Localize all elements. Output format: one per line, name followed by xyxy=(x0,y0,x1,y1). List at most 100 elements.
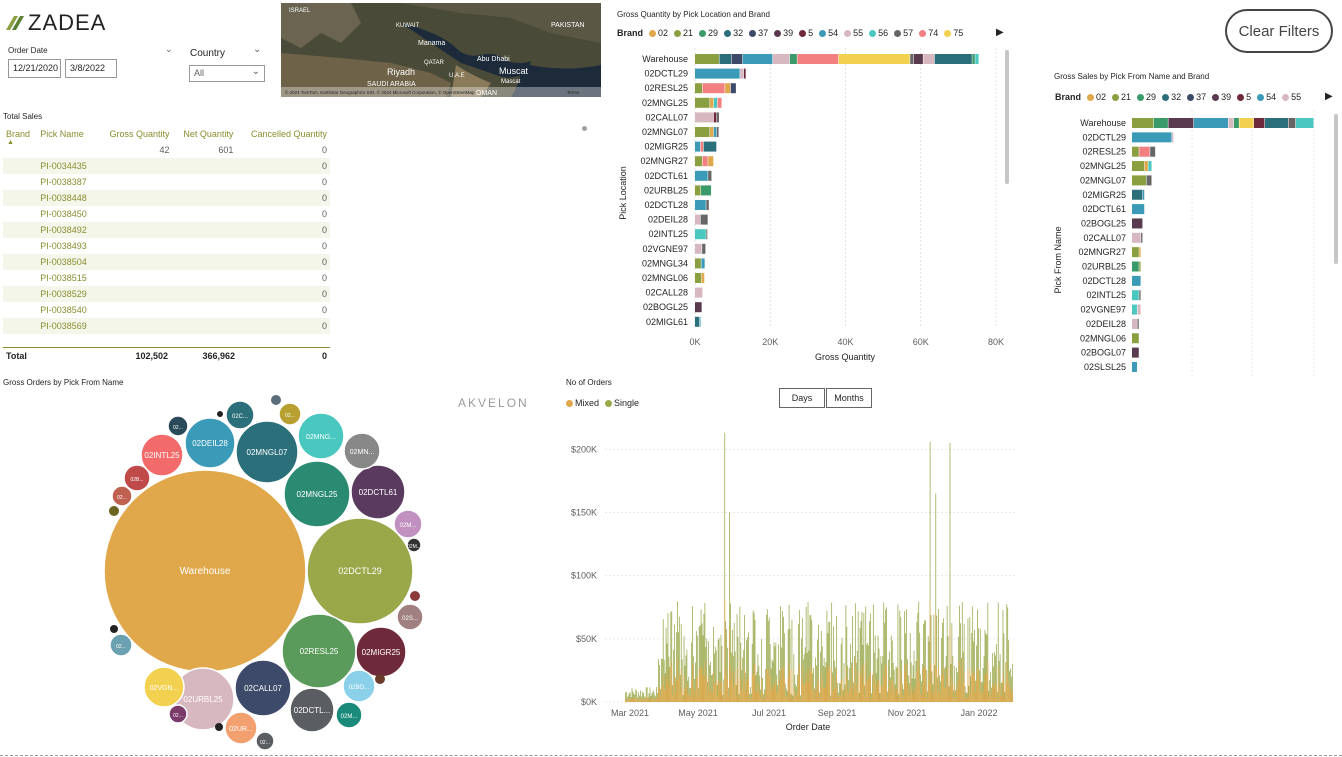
single-bar[interactable] xyxy=(851,662,852,702)
single-bar[interactable] xyxy=(1001,682,1003,702)
single-bar[interactable] xyxy=(879,692,881,702)
single-bar[interactable] xyxy=(951,623,953,702)
single-bar[interactable] xyxy=(937,677,939,702)
mixed-bar[interactable] xyxy=(830,699,832,702)
single-bar[interactable] xyxy=(665,627,667,702)
mixed-bar[interactable] xyxy=(977,667,978,702)
single-bar[interactable] xyxy=(674,624,675,702)
single-bar[interactable] xyxy=(815,657,816,702)
mixed-bar[interactable] xyxy=(891,678,893,702)
mixed-bar[interactable] xyxy=(742,688,744,702)
mixed-bar[interactable] xyxy=(855,690,857,702)
mixed-bar[interactable] xyxy=(894,695,896,702)
single-bar[interactable] xyxy=(670,611,672,702)
mixed-bar[interactable] xyxy=(985,675,987,702)
mixed-bar[interactable] xyxy=(872,671,874,702)
mixed-bar[interactable] xyxy=(695,690,696,702)
single-bar[interactable] xyxy=(860,620,862,702)
mixed-bar[interactable] xyxy=(740,680,742,702)
mixed-bar[interactable] xyxy=(930,665,932,702)
mixed-bar[interactable] xyxy=(756,691,758,702)
mixed-bar[interactable] xyxy=(646,696,648,702)
single-bar[interactable] xyxy=(721,646,723,702)
single-bar[interactable] xyxy=(986,634,988,702)
mixed-bar[interactable] xyxy=(992,683,993,702)
mixed-bar[interactable] xyxy=(799,664,800,702)
single-bar[interactable] xyxy=(656,686,657,702)
single-bar[interactable] xyxy=(708,641,710,702)
bar-segment[interactable] xyxy=(1132,247,1139,258)
single-bar[interactable] xyxy=(797,674,798,702)
mixed-bar[interactable] xyxy=(702,675,704,702)
bar-segment[interactable] xyxy=(1132,333,1139,344)
table-row[interactable]: PI-0038493 0 xyxy=(3,238,330,254)
mixed-bar[interactable] xyxy=(918,657,920,702)
bar-segment[interactable] xyxy=(695,141,701,152)
single-bar[interactable] xyxy=(803,654,805,702)
single-bar[interactable] xyxy=(839,683,841,702)
mixed-bar[interactable] xyxy=(874,679,876,702)
mixed-bar[interactable] xyxy=(631,697,633,702)
mixed-bar[interactable] xyxy=(760,697,762,702)
single-bar[interactable] xyxy=(727,647,728,702)
mixed-bar[interactable] xyxy=(968,696,970,702)
single-bar[interactable] xyxy=(995,655,996,702)
single-bar[interactable] xyxy=(992,653,993,702)
mixed-bar[interactable] xyxy=(876,684,878,702)
mixed-bar[interactable] xyxy=(675,693,676,702)
single-bar[interactable] xyxy=(977,628,979,702)
bar-segment[interactable] xyxy=(716,112,719,123)
mixed-bar[interactable] xyxy=(970,692,972,702)
single-bar[interactable] xyxy=(889,677,891,702)
mixed-bar[interactable] xyxy=(704,662,706,702)
mixed-bar[interactable] xyxy=(1006,661,1008,702)
table-row[interactable]: PI-0038492 0 xyxy=(3,222,330,238)
mixed-bar[interactable] xyxy=(1010,687,1011,702)
single-bar[interactable] xyxy=(1005,662,1007,702)
mixed-bar[interactable] xyxy=(765,690,766,702)
mixed-bar[interactable] xyxy=(910,688,912,702)
single-bar[interactable] xyxy=(761,639,763,702)
mixed-bar[interactable] xyxy=(810,665,812,702)
mixed-bar[interactable] xyxy=(961,657,963,702)
single-bar[interactable] xyxy=(926,691,928,702)
mixed-bar[interactable] xyxy=(734,682,736,702)
mixed-bar[interactable] xyxy=(671,666,673,702)
single-bar[interactable] xyxy=(689,688,691,702)
single-bar[interactable] xyxy=(642,691,643,702)
mixed-bar[interactable] xyxy=(842,698,844,702)
bar-segment[interactable] xyxy=(913,54,923,64)
mixed-bar[interactable] xyxy=(940,695,941,702)
single-bar[interactable] xyxy=(959,605,960,702)
mixed-bar[interactable] xyxy=(920,692,922,702)
single-bar[interactable] xyxy=(806,652,808,702)
mixed-bar[interactable] xyxy=(950,687,952,702)
bar-segment[interactable] xyxy=(710,97,714,108)
single-bar[interactable] xyxy=(919,632,921,702)
single-bar[interactable] xyxy=(932,684,934,702)
single-bar[interactable] xyxy=(705,647,707,702)
gross-sales-legend-next-arrow-icon[interactable]: ▶ xyxy=(1325,91,1333,102)
single-bar[interactable] xyxy=(700,609,702,702)
bar-segment[interactable] xyxy=(1132,132,1172,143)
gross-orders-bubble-chart[interactable]: Warehouse 02DCTL29 02RESL25 02MIGR25 02DCTL.… xyxy=(0,388,450,753)
mixed-bar[interactable] xyxy=(707,694,709,702)
single-bar[interactable] xyxy=(880,656,882,702)
mixed-bar[interactable] xyxy=(906,663,907,702)
single-bar[interactable] xyxy=(925,669,927,702)
mixed-bar[interactable] xyxy=(850,683,851,702)
single-bar[interactable] xyxy=(701,623,703,702)
bar-segment[interactable] xyxy=(1141,232,1143,243)
clear-filters-button[interactable]: Clear Filters xyxy=(1225,9,1333,53)
bubble[interactable] xyxy=(111,485,133,507)
single-bar[interactable] xyxy=(872,604,874,702)
single-bar[interactable] xyxy=(1007,607,1009,702)
single-bar[interactable] xyxy=(866,644,868,702)
single-bar[interactable] xyxy=(632,691,634,702)
single-bar[interactable] xyxy=(802,659,804,702)
bar-segment[interactable] xyxy=(695,316,700,327)
mixed-bar[interactable] xyxy=(895,687,897,702)
single-bar[interactable] xyxy=(830,695,832,702)
mixed-bar[interactable] xyxy=(909,674,911,702)
single-bar[interactable] xyxy=(739,606,741,702)
